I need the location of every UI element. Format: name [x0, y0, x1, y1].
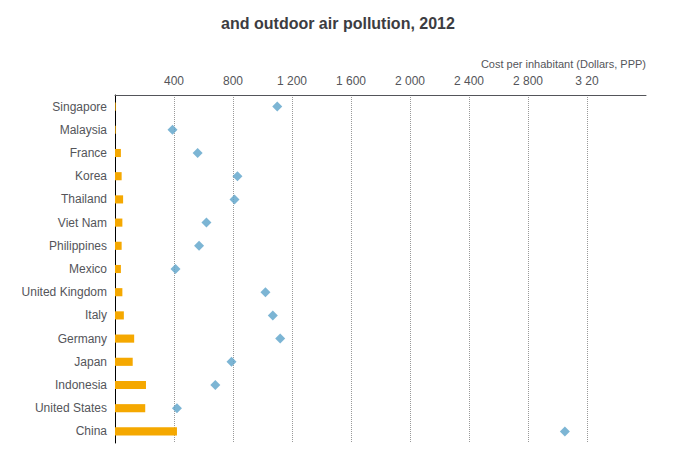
svg-text:Japan: Japan [74, 355, 107, 369]
svg-text:United States: United States [35, 401, 107, 415]
svg-text:Viet Nam: Viet Nam [58, 216, 107, 230]
svg-text:Philippines: Philippines [49, 239, 107, 253]
svg-text:2 000: 2 000 [395, 74, 425, 88]
svg-text:Mexico: Mexico [69, 262, 107, 276]
svg-text:China: China [76, 424, 108, 438]
svg-text:Cost per inhabitant (Dollars,: Cost per inhabitant (Dollars, PPP) [481, 58, 646, 70]
svg-text:1 600: 1 600 [336, 74, 366, 88]
svg-text:Indonesia: Indonesia [55, 378, 107, 392]
svg-text:Germany: Germany [58, 332, 107, 346]
svg-text:and outdoor air pollution, 201: and outdoor air pollution, 2012 [221, 15, 455, 32]
svg-text:3 20: 3 20 [575, 74, 599, 88]
svg-text:United Kingdom: United Kingdom [22, 285, 107, 299]
svg-text:Thailand: Thailand [61, 192, 107, 206]
svg-text:Korea: Korea [75, 169, 107, 183]
svg-text:1 200: 1 200 [277, 74, 307, 88]
svg-text:2 400: 2 400 [454, 74, 484, 88]
svg-text:800: 800 [223, 74, 243, 88]
svg-text:Singapore: Singapore [52, 100, 107, 114]
svg-text:Italy: Italy [85, 308, 107, 322]
svg-text:France: France [70, 146, 108, 160]
svg-text:2 800: 2 800 [513, 74, 543, 88]
svg-text:400: 400 [164, 74, 184, 88]
svg-text:Malaysia: Malaysia [60, 123, 108, 137]
